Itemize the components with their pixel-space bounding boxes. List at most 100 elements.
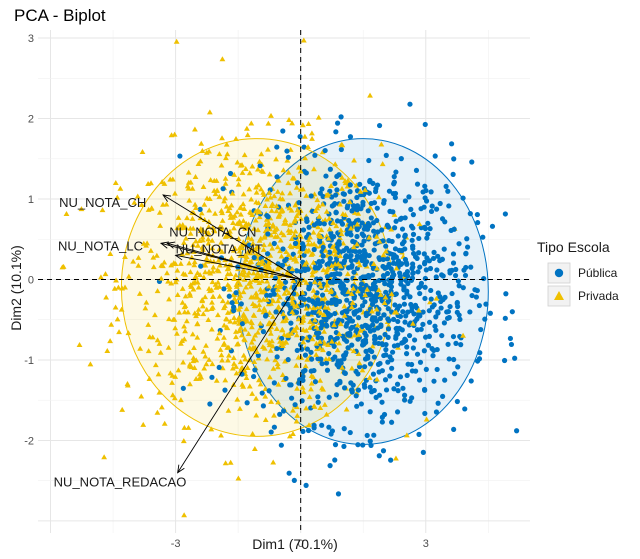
point-publica — [288, 320, 294, 326]
point-publica — [384, 222, 390, 228]
point-privada — [115, 284, 122, 290]
point-privada — [286, 117, 292, 123]
point-privada — [373, 306, 380, 312]
point-publica — [367, 361, 374, 367]
point-privada — [243, 306, 250, 312]
point-publica — [433, 327, 439, 333]
point-publica — [410, 270, 416, 277]
point-privada — [254, 349, 260, 355]
point-publica — [450, 171, 456, 177]
point-publica — [367, 384, 373, 390]
point-privada — [332, 247, 338, 253]
point-privada — [236, 244, 243, 250]
point-privada — [182, 328, 189, 334]
point-publica — [508, 341, 515, 348]
point-privada — [375, 287, 382, 293]
point-privada — [199, 147, 206, 153]
point-publica — [332, 337, 338, 343]
point-publica — [338, 114, 344, 120]
point-privada — [219, 56, 226, 62]
point-privada — [192, 173, 199, 179]
point-publica — [332, 180, 338, 187]
point-privada — [346, 199, 353, 205]
point-publica — [376, 255, 382, 261]
point-privada — [235, 278, 242, 284]
point-publica — [407, 101, 413, 107]
point-publica — [362, 364, 368, 370]
x-tick-label: -3 — [171, 538, 181, 550]
point-privada — [297, 279, 303, 285]
point-privada — [230, 365, 236, 371]
point-privada — [227, 270, 234, 276]
point-publica — [323, 360, 330, 366]
point-privada — [203, 228, 210, 234]
point-privada — [238, 211, 244, 217]
point-privada — [125, 330, 132, 336]
point-publica — [328, 230, 334, 236]
point-publica — [426, 319, 433, 325]
point-publica — [392, 302, 398, 308]
point-privada — [208, 306, 215, 312]
point-privada — [194, 279, 201, 285]
point-publica — [403, 313, 409, 319]
point-privada — [166, 316, 172, 322]
point-publica — [414, 181, 421, 187]
point-privada — [223, 155, 229, 161]
point-publica — [371, 247, 377, 253]
point-privada — [111, 285, 118, 291]
point-publica — [264, 292, 270, 299]
point-publica — [476, 302, 482, 309]
point-privada — [252, 217, 259, 223]
point-publica — [437, 294, 443, 300]
point-privada — [261, 287, 268, 293]
point-publica — [450, 251, 457, 257]
point-privada — [301, 277, 307, 283]
point-publica — [315, 394, 321, 400]
point-publica — [306, 284, 312, 290]
point-privada — [290, 278, 297, 284]
point-privada — [210, 264, 217, 270]
point-privada — [227, 228, 233, 234]
point-publica — [474, 358, 481, 364]
point-publica — [332, 457, 338, 463]
point-privada — [226, 205, 233, 211]
point-privada — [373, 233, 380, 239]
point-publica — [391, 179, 397, 185]
point-privada — [308, 386, 314, 392]
point-privada — [378, 141, 385, 147]
point-privada — [156, 209, 163, 215]
point-publica — [319, 361, 325, 367]
point-privada — [236, 314, 242, 320]
point-privada — [217, 223, 223, 229]
point-publica — [255, 352, 261, 358]
point-publica — [389, 365, 395, 371]
point-privada — [312, 292, 318, 298]
point-publica — [314, 330, 320, 336]
point-publica — [370, 220, 377, 226]
point-privada — [203, 149, 210, 155]
point-privada — [184, 250, 191, 256]
point-privada — [303, 248, 310, 254]
point-publica — [325, 300, 331, 306]
point-privada — [231, 225, 237, 231]
point-privada — [222, 175, 229, 181]
point-publica — [226, 293, 232, 299]
point-privada — [289, 266, 296, 272]
point-publica — [332, 442, 339, 448]
point-privada — [253, 395, 259, 401]
point-privada — [243, 375, 250, 381]
point-publica — [439, 332, 445, 339]
point-publica — [365, 353, 371, 359]
point-privada — [350, 348, 357, 354]
point-privada — [191, 344, 197, 350]
point-privada — [293, 184, 300, 190]
point-publica — [399, 226, 406, 232]
point-publica — [457, 316, 463, 322]
arrow-nu_nota_redacao — [177, 279, 302, 473]
point-privada — [264, 226, 271, 232]
point-privada — [152, 362, 159, 368]
point-privada — [280, 167, 287, 173]
point-publica — [300, 243, 307, 249]
point-publica — [447, 303, 453, 310]
point-publica — [507, 335, 514, 342]
